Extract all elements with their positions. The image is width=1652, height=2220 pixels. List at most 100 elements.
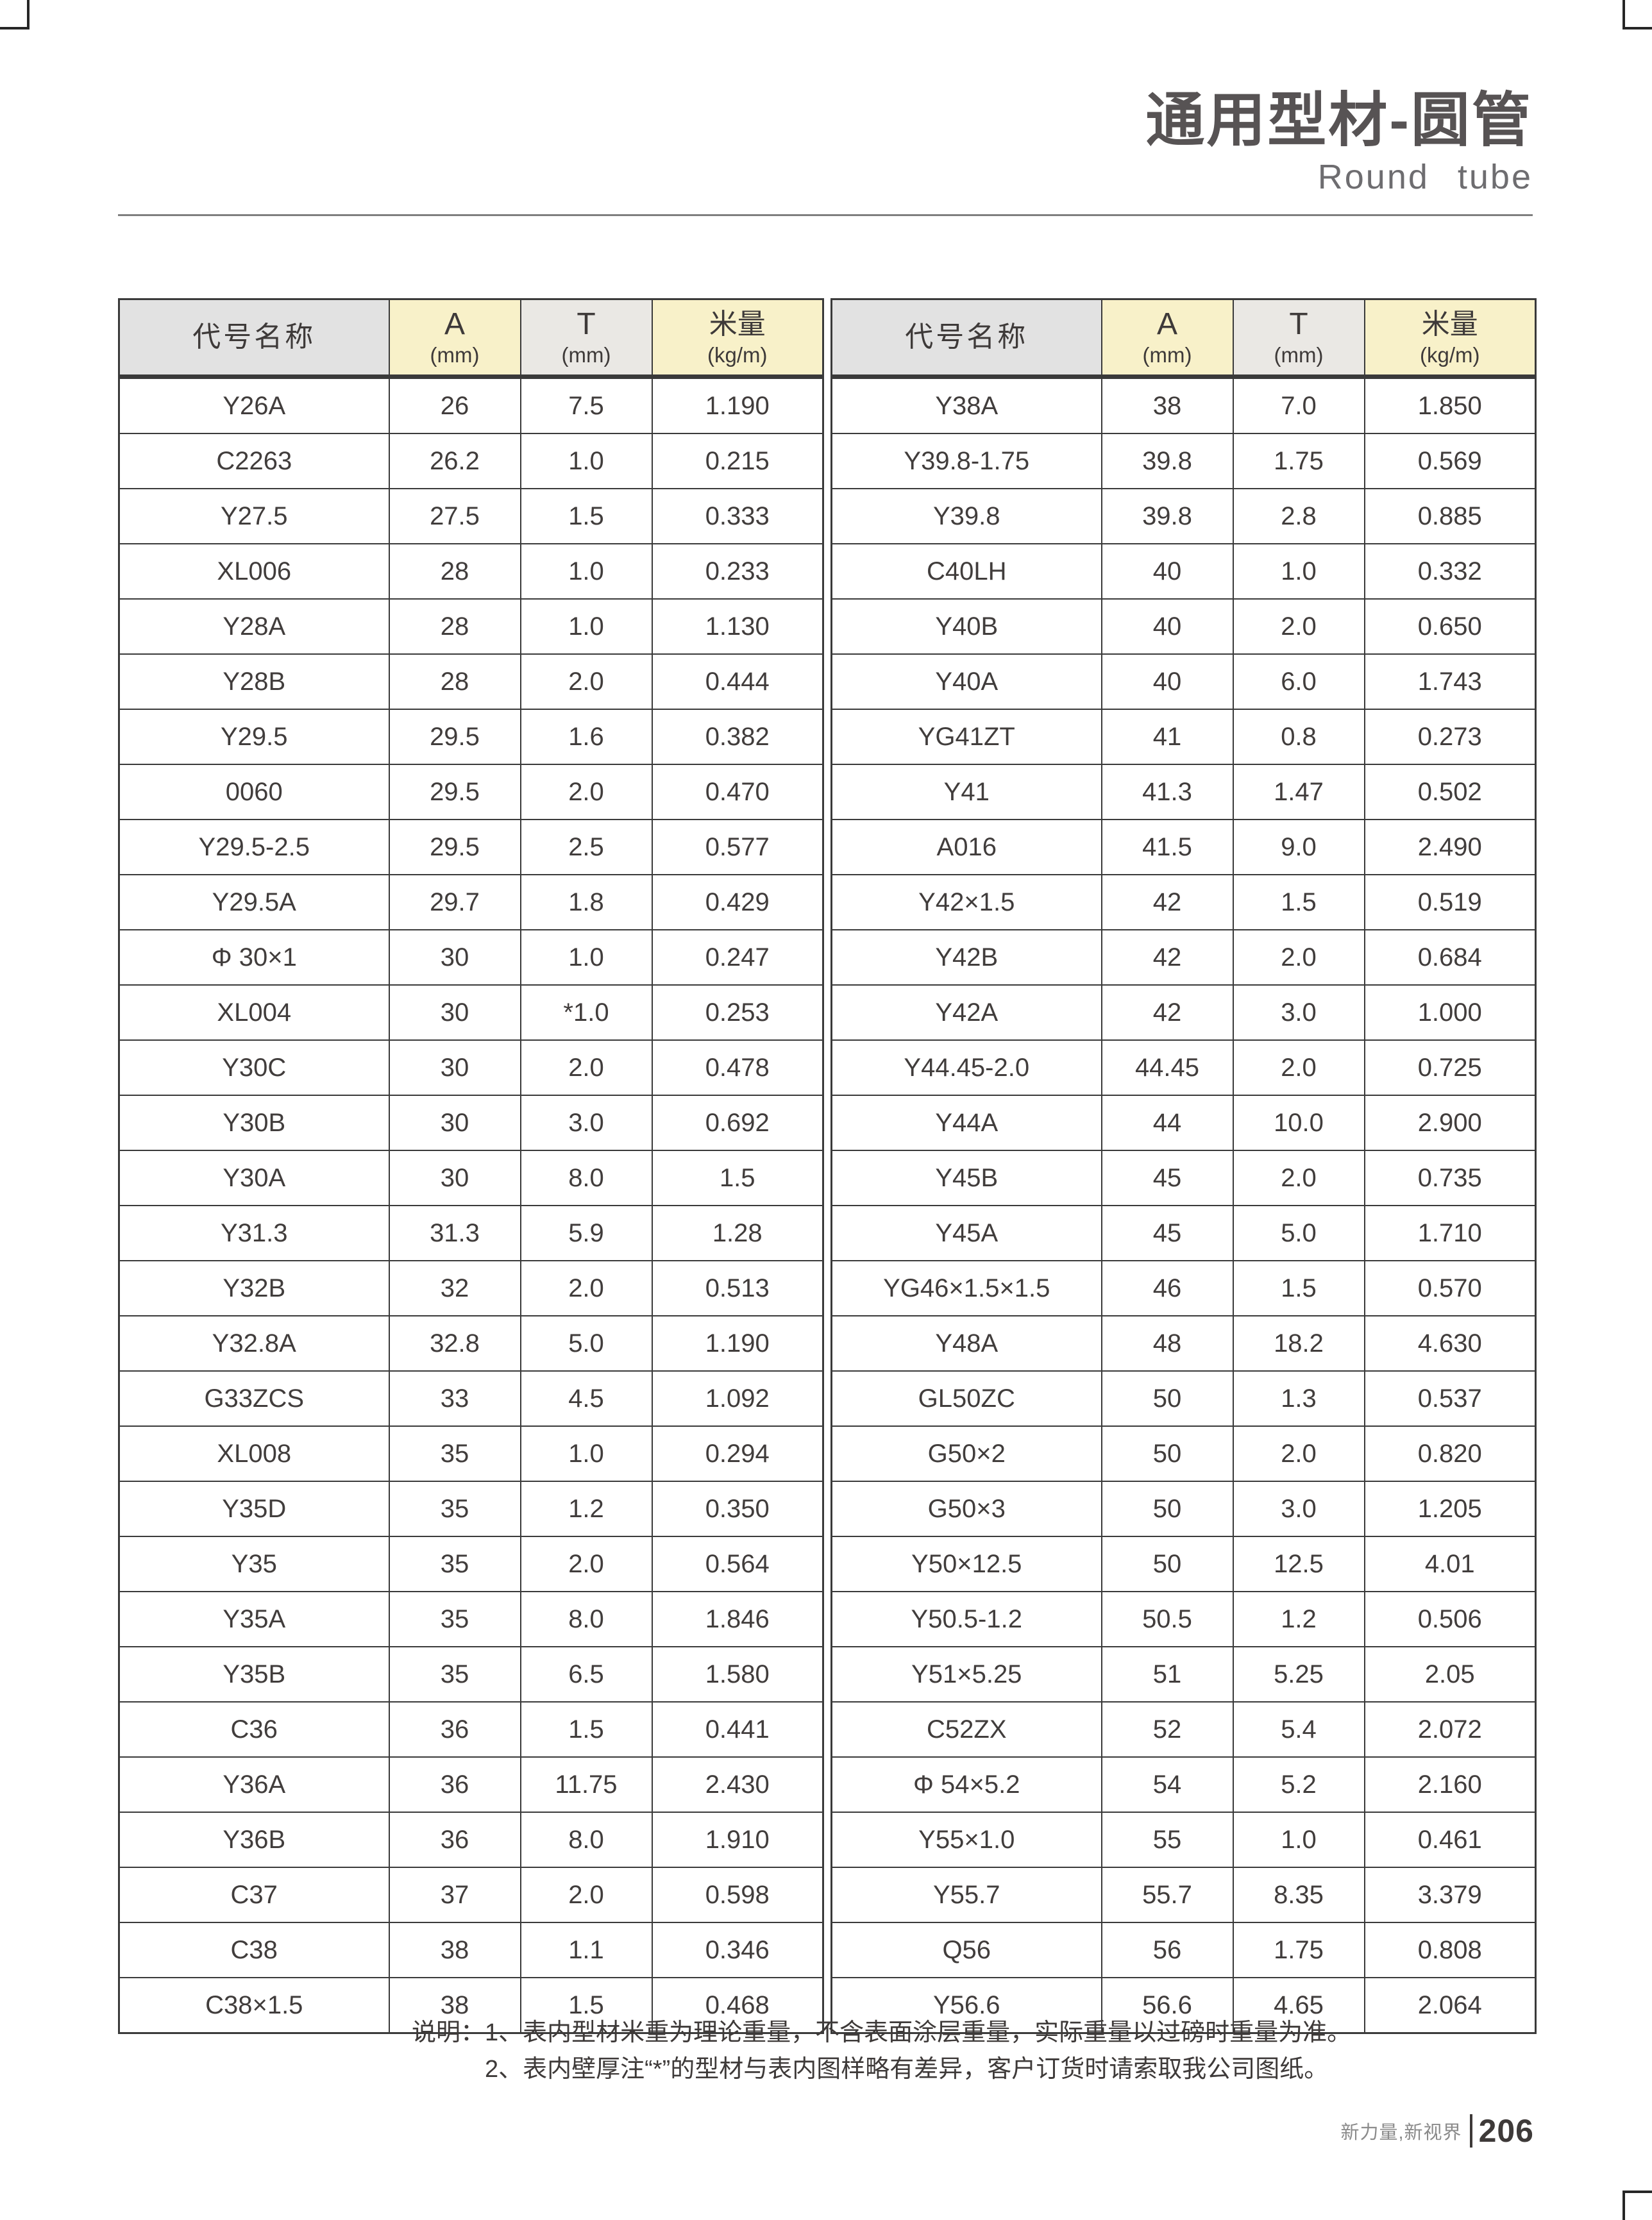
table-row: Y48A 48 18.2 4.630	[830, 1315, 1537, 1372]
table-row: Y28B 28 2.0 0.444	[118, 653, 824, 710]
code-name-cell: Y50.5-1.2	[830, 1591, 1102, 1647]
code-name-cell: Y39.8	[830, 488, 1102, 544]
meter-weight-cell: 0.808	[1363, 1922, 1537, 1978]
code-name-cell: Y42A	[830, 984, 1102, 1041]
meter-weight-cell: 0.382	[651, 709, 824, 765]
table-row: Y45A 45 5.0 1.710	[830, 1205, 1537, 1261]
meter-weight-cell: 0.570	[1363, 1260, 1537, 1316]
a-value-cell: 38	[388, 1977, 521, 2034]
spec-tables: 代号名称 A (mm) T (mm) 米量 (kg/m) Y26A 26 7.5 1.190…	[118, 298, 1537, 2034]
col-header-a: A (mm)	[388, 298, 521, 379]
a-value-cell: 37	[388, 1867, 521, 1923]
t-value-cell: 1.8	[519, 874, 653, 930]
code-name-cell: Φ 30×1	[118, 929, 390, 986]
table-row: Y38A 38 7.0 1.850	[830, 376, 1537, 434]
a-value-cell: 36	[388, 1812, 521, 1868]
table-row: C38 38 1.1 0.346	[118, 1922, 824, 1978]
t-value-cell: 2.0	[1232, 929, 1365, 986]
code-name-cell: Y36B	[118, 1812, 390, 1868]
code-name-cell: XL008	[118, 1425, 390, 1482]
a-value-cell: 38	[1100, 376, 1234, 434]
table-row: Y27.5 27.5 1.5 0.333	[118, 488, 824, 544]
a-value-cell: 44.45	[1100, 1039, 1234, 1096]
code-name-cell: Y48A	[830, 1315, 1102, 1372]
t-value-cell: 2.0	[519, 653, 653, 710]
a-value-cell: 30	[388, 929, 521, 986]
page-footer: 新力量,新视界 206	[1341, 2112, 1535, 2149]
code-name-cell: XL004	[118, 984, 390, 1041]
code-name-cell: Φ 54×5.2	[830, 1756, 1102, 1813]
a-value-cell: 42	[1100, 984, 1234, 1041]
a-value-cell: 44	[1100, 1095, 1234, 1151]
table-row: 0060 29.5 2.0 0.470	[118, 764, 824, 820]
table-row: G50×3 50 3.0 1.205	[830, 1481, 1537, 1537]
meter-weight-cell: 0.468	[651, 1977, 824, 2034]
t-value-cell: 4.65	[1232, 1977, 1365, 2034]
table-row: Y42B 42 2.0 0.684	[830, 929, 1537, 986]
a-value-cell: 26	[388, 376, 521, 434]
a-value-cell: 30	[388, 1039, 521, 1096]
meter-weight-cell: 0.444	[651, 653, 824, 710]
table-row: Y51×5.25 51 5.25 2.05	[830, 1646, 1537, 1703]
meter-weight-cell: 1.580	[651, 1646, 824, 1703]
code-name-cell: Y27.5	[118, 488, 390, 544]
code-name-cell: GL50ZC	[830, 1370, 1102, 1427]
t-value-cell: 2.5	[519, 819, 653, 875]
meter-weight-cell: 1.190	[651, 376, 824, 434]
code-name-cell: Q56	[830, 1922, 1102, 1978]
table-header-row: 代号名称 A (mm) T (mm) 米量 (kg/m)	[118, 298, 824, 379]
a-value-cell: 39.8	[1100, 488, 1234, 544]
code-name-cell: C2263	[118, 433, 390, 489]
a-value-cell: 28	[388, 598, 521, 655]
code-name-cell: YG46×1.5×1.5	[830, 1260, 1102, 1316]
meter-weight-cell: 0.215	[651, 433, 824, 489]
a-value-cell: 50.5	[1100, 1591, 1234, 1647]
t-value-cell: 2.0	[1232, 1039, 1365, 1096]
meter-weight-cell: 0.569	[1363, 433, 1537, 489]
t-value-cell: 6.5	[519, 1646, 653, 1703]
t-value-cell: 1.6	[519, 709, 653, 765]
table-row: Y50×12.5 50 12.5 4.01	[830, 1536, 1537, 1592]
a-value-cell: 28	[388, 543, 521, 600]
meter-weight-cell: 0.885	[1363, 488, 1537, 544]
meter-weight-cell: 0.650	[1363, 598, 1537, 655]
table-row: XL004 30 *1.0 0.253	[118, 984, 824, 1041]
t-value-cell: 10.0	[1232, 1095, 1365, 1151]
t-value-cell: 1.5	[1232, 874, 1365, 930]
table-row: Y44.45-2.0 44.45 2.0 0.725	[830, 1039, 1537, 1096]
col-header-a: A (mm)	[1100, 298, 1234, 379]
a-value-cell: 42	[1100, 874, 1234, 930]
t-value-cell: 1.0	[519, 1425, 653, 1482]
code-name-cell: Y39.8-1.75	[830, 433, 1102, 489]
meter-weight-cell: 1.092	[651, 1370, 824, 1427]
a-value-cell: 35	[388, 1536, 521, 1592]
table-row: Y42×1.5 42 1.5 0.519	[830, 874, 1537, 930]
table-row: C52ZX 52 5.4 2.072	[830, 1701, 1537, 1758]
a-value-cell: 38	[388, 1922, 521, 1978]
meter-weight-cell: 0.429	[651, 874, 824, 930]
a-value-cell: 29.7	[388, 874, 521, 930]
t-value-cell: 2.0	[1232, 1150, 1365, 1206]
page-title: 通用型材-圆管	[1145, 88, 1533, 153]
t-value-cell: 7.0	[1232, 376, 1365, 434]
code-name-cell: Y29.5	[118, 709, 390, 765]
a-value-cell: 33	[388, 1370, 521, 1427]
t-value-cell: 12.5	[1232, 1536, 1365, 1592]
crop-mark-top-left	[0, 0, 30, 29]
table-header-row: 代号名称 A (mm) T (mm) 米量 (kg/m)	[830, 298, 1537, 379]
meter-weight-cell: 0.735	[1363, 1150, 1537, 1206]
table-row: Y40B 40 2.0 0.650	[830, 598, 1537, 655]
t-value-cell: 1.1	[519, 1922, 653, 1978]
t-value-cell: 1.5	[1232, 1260, 1365, 1316]
meter-weight-cell: 0.692	[651, 1095, 824, 1151]
col-header-t: T (mm)	[519, 298, 653, 379]
table-row: C38×1.5 38 1.5 0.468	[118, 1977, 824, 2034]
t-value-cell: 8.0	[519, 1812, 653, 1868]
code-name-cell: Y26A	[118, 376, 390, 434]
table-row: Y30A 30 8.0 1.5	[118, 1150, 824, 1206]
a-value-cell: 32.8	[388, 1315, 521, 1372]
a-value-cell: 51	[1100, 1646, 1234, 1703]
table-row: Y35A 35 8.0 1.846	[118, 1591, 824, 1647]
table-row: Y29.5 29.5 1.6 0.382	[118, 709, 824, 765]
t-value-cell: 1.0	[519, 929, 653, 986]
